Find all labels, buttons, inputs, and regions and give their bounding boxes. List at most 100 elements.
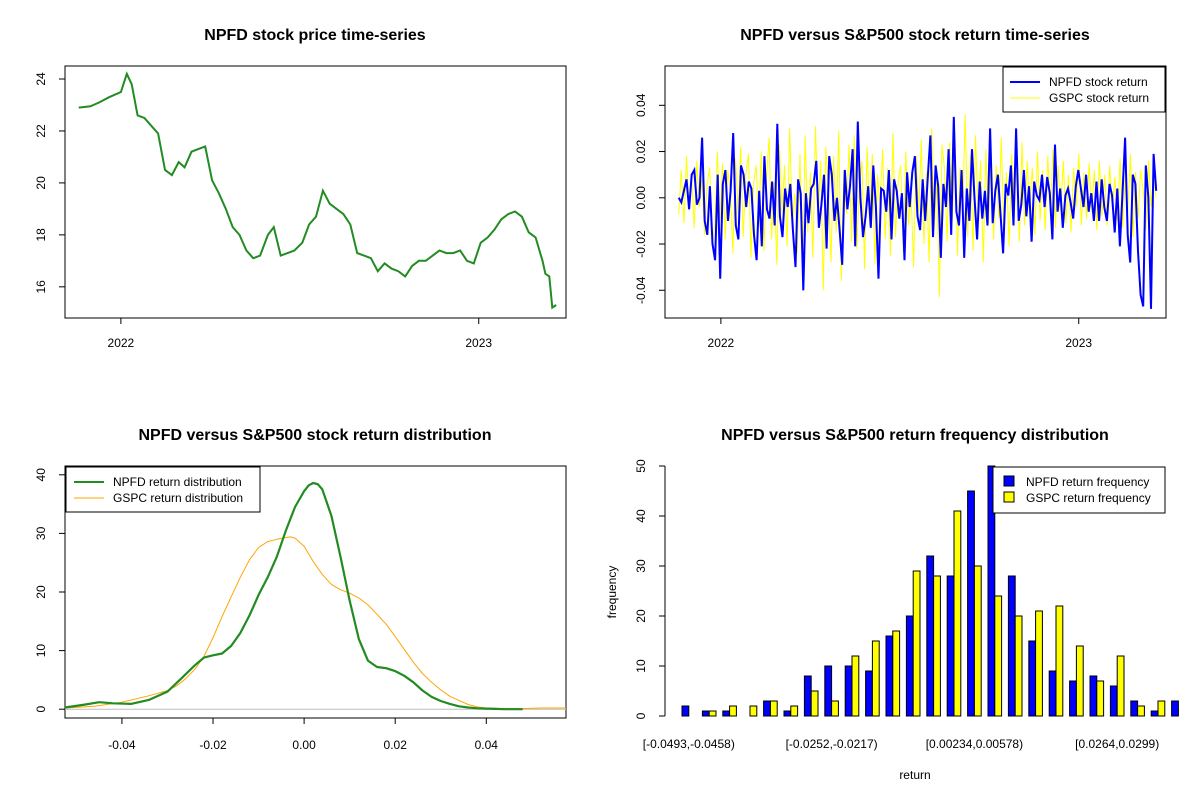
legend-swatch-npfd-frequency <box>1003 475 1015 487</box>
x-tick-label: 2023 <box>465 336 492 350</box>
price-timeseries-panel: NPFD stock price time-series 16182022242… <box>34 27 567 350</box>
y-tick-label: 40 <box>34 468 48 482</box>
npfd-frequency-bar <box>722 710 731 717</box>
gspc-frequency-bar <box>892 630 901 717</box>
npfd-return-series-line <box>677 116 1158 309</box>
gspc-frequency-bar <box>729 705 737 717</box>
gspc-frequency-bar <box>1137 705 1145 717</box>
y-tick-label: 30 <box>634 559 648 573</box>
x-tick-label: 0.02 <box>384 738 408 752</box>
y-tick-label: 0.02 <box>634 140 648 164</box>
return-frequency-panel: NPFD versus S&P500 return frequency dist… <box>605 427 1179 782</box>
panel2-legend-box <box>1002 66 1166 113</box>
npfd-frequency-bar <box>1130 700 1139 717</box>
gspc-frequency-bar <box>810 690 819 717</box>
x-tick-label: [-0.0493,-0.0458) <box>643 737 735 751</box>
npfd-frequency-bar <box>783 710 792 717</box>
panel1-title: NPFD stock price time-series <box>204 27 426 44</box>
panel2-legend: NPFD stock return GSPC stock return <box>1002 66 1166 113</box>
legend-label-gspc-return: GSPC stock return <box>1049 91 1149 105</box>
npfd-frequency-bar <box>885 635 894 717</box>
panel3-legend: NPFD return distribution GSPC return dis… <box>65 466 261 513</box>
gspc-frequency-bar <box>912 570 921 717</box>
return-density-panel: NPFD versus S&P500 stock return distribu… <box>34 427 567 752</box>
npfd-frequency-bar <box>1048 670 1057 717</box>
gspc-frequency-bar <box>1075 645 1084 717</box>
panel2-title: NPFD versus S&P500 stock return time-ser… <box>740 27 1090 44</box>
gspc-frequency-bar <box>1096 680 1105 717</box>
legend-label-npfd-frequency: NPFD return frequency <box>1026 475 1149 489</box>
panel3-title: NPFD versus S&P500 stock return distribu… <box>139 427 492 444</box>
y-tick-label: 50 <box>634 459 648 473</box>
npfd-frequency-bar <box>1028 640 1037 717</box>
x-tick-label: 0.04 <box>475 738 499 752</box>
panel4-legend: NPFD return frequency GSPC return freque… <box>992 466 1166 514</box>
npfd-frequency-bar <box>701 710 710 717</box>
npfd-frequency-bar <box>967 490 975 717</box>
npfd-frequency-bar <box>1171 700 1179 717</box>
x-tick-label: 2023 <box>1065 336 1092 350</box>
gspc-frequency-bar <box>749 705 758 717</box>
npfd-frequency-bar <box>987 465 996 717</box>
panel4-legend-box <box>992 466 1166 514</box>
panel4-title: NPFD versus S&P500 return frequency dist… <box>721 427 1109 444</box>
gspc-frequency-bar <box>953 510 962 717</box>
gspc-frequency-bar <box>708 710 717 717</box>
price-series-line <box>78 71 557 310</box>
gspc-frequency-bar <box>1116 655 1125 717</box>
legend-label-gspc-frequency: GSPC return frequency <box>1026 491 1151 505</box>
npfd-frequency-bar <box>905 615 914 717</box>
x-tick-label: [0.00234,0.00578) <box>926 737 1023 751</box>
npfd-frequency-bar <box>865 670 873 717</box>
panel4-y-axis-label: frequency <box>605 566 619 619</box>
npfd-frequency-bar <box>1089 675 1098 717</box>
y-tick-label: -0.04 <box>634 276 648 304</box>
x-tick-label: 2022 <box>708 336 735 350</box>
y-tick-label: 20 <box>634 609 648 623</box>
y-tick-label: 0.04 <box>634 93 648 117</box>
npfd-frequency-bar <box>1150 710 1159 717</box>
y-tick-label: 30 <box>34 526 48 540</box>
y-tick-label: 0 <box>634 712 648 719</box>
legend-label-npfd-distribution: NPFD return distribution <box>113 475 242 489</box>
x-tick-label: -0.04 <box>108 738 136 752</box>
legend-label-npfd-return: NPFD stock return <box>1049 75 1148 89</box>
gspc-frequency-bar <box>790 705 799 717</box>
gspc-frequency-bar <box>994 595 1003 717</box>
npfd-frequency-bar <box>946 575 955 717</box>
npfd-frequency-bar <box>1109 685 1118 717</box>
npfd-frequency-bar <box>926 555 935 717</box>
gspc-frequency-bar <box>1055 605 1064 717</box>
npfd-frequency-bar <box>844 665 853 717</box>
y-tick-label: 16 <box>34 280 48 294</box>
npfd-frequency-bar <box>803 675 812 717</box>
x-tick-label: 2022 <box>108 336 135 350</box>
return-timeseries-panel: NPFD versus S&P500 stock return time-ser… <box>634 27 1167 350</box>
x-tick-label: 0.00 <box>292 738 316 752</box>
x-tick-label: [-0.0252,-0.0217) <box>786 737 878 751</box>
npfd-frequency-bar <box>763 700 771 717</box>
gspc-frequency-bar <box>1157 700 1166 717</box>
y-tick-label: 0.00 <box>634 186 648 210</box>
gspc-density-line <box>64 536 566 710</box>
npfd-frequency-bar <box>681 705 690 717</box>
npfd-frequency-bar <box>1007 575 1016 717</box>
panel3-legend-box <box>65 466 261 513</box>
y-tick-label: 0 <box>34 706 48 713</box>
legend-swatch-gspc-frequency <box>1003 491 1015 503</box>
y-tick-label: 24 <box>34 72 48 86</box>
y-tick-label: 10 <box>34 644 48 658</box>
x-tick-label: -0.02 <box>199 738 227 752</box>
legend-label-gspc-distribution: GSPC return distribution <box>113 491 243 505</box>
gspc-frequency-bar <box>1035 610 1043 717</box>
y-tick-label: 10 <box>634 659 648 673</box>
gspc-frequency-bar <box>769 700 778 717</box>
y-tick-label: 22 <box>34 124 48 138</box>
y-tick-label: 40 <box>634 509 648 523</box>
panel1-plot-frame <box>64 65 567 319</box>
y-tick-label: 20 <box>34 176 48 190</box>
npfd-frequency-bar <box>824 665 833 717</box>
y-tick-label: 20 <box>34 585 48 599</box>
y-tick-label: -0.02 <box>634 230 648 258</box>
gspc-frequency-bar <box>1014 615 1023 717</box>
